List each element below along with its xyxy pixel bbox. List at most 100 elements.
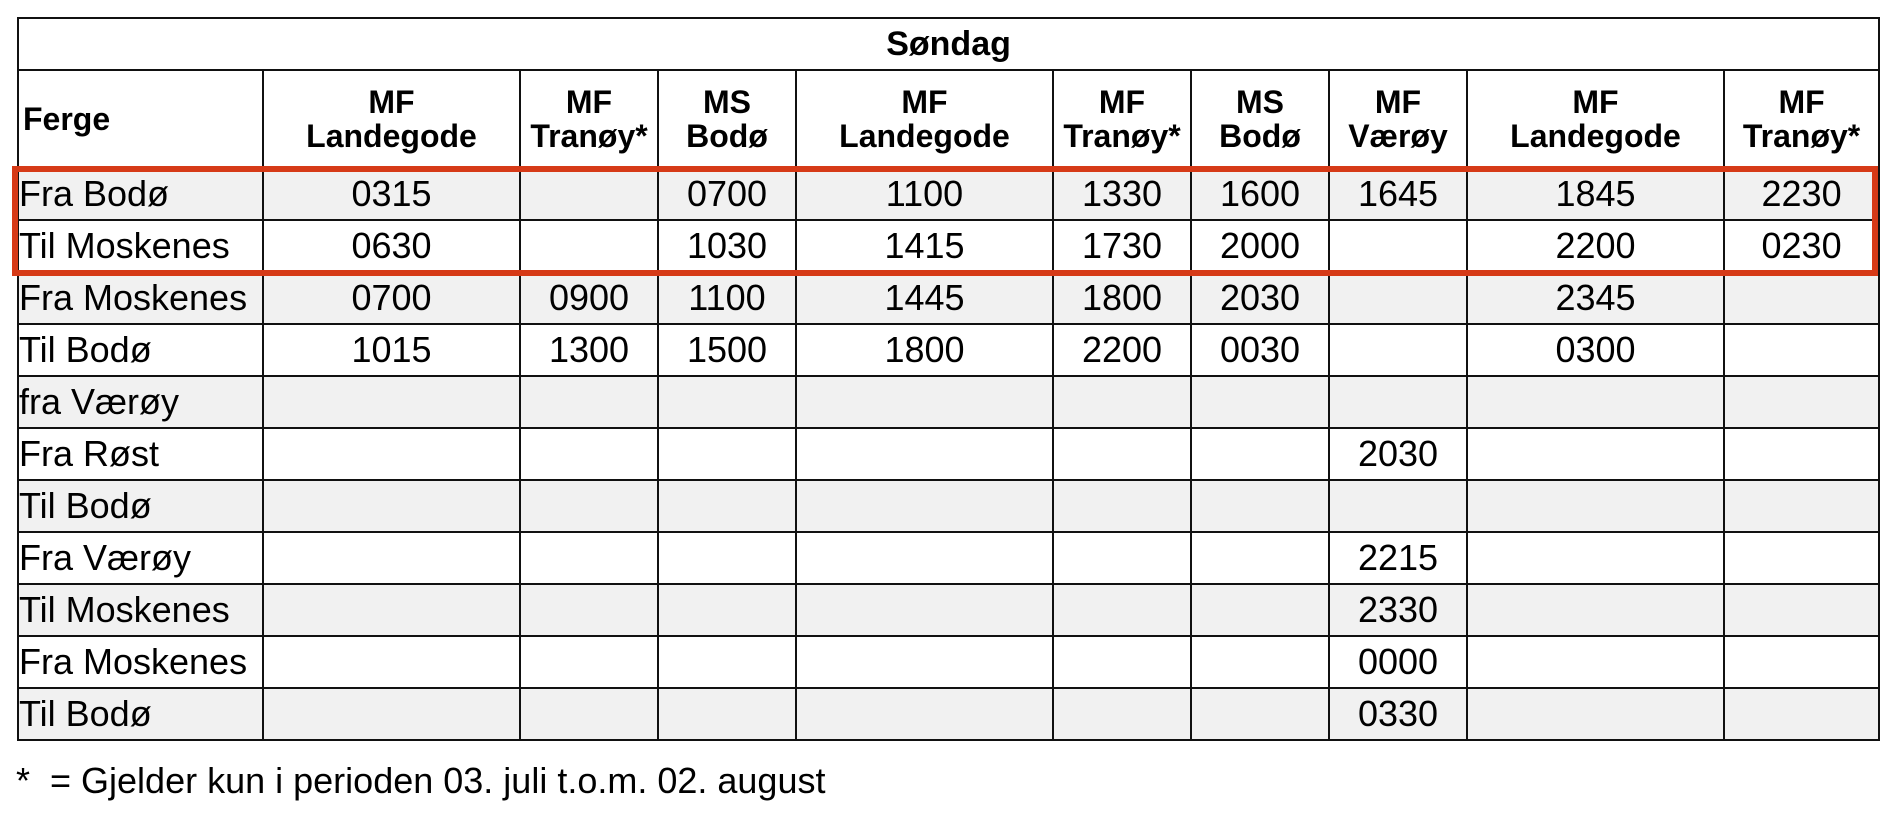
departure-time: 0700 [657,167,797,221]
table-row: Til Bodø 0330 [17,687,1881,741]
vessel-type: MS [703,84,751,120]
departure-time: 0900 [519,271,659,325]
departure-time: 2000 [1190,219,1330,273]
departure-time [795,583,1054,637]
departure-time [262,375,521,429]
table-row: Fra Bodø 0315 0700 1100 1330 1600 1645 1845 2230 [17,167,1881,221]
departure-time [1466,427,1725,481]
departure-time [1052,583,1192,637]
departure-time [657,375,797,429]
departure-time [1052,375,1192,429]
departure-time: 1300 [519,323,659,377]
vessel-name: Værøy [1348,118,1448,154]
vessel-name: Tranøy* [1063,118,1181,154]
departure-time [519,531,659,585]
table-title: Søndag [16,17,1881,71]
vessel-name: Tranøy* [1742,118,1861,154]
timetable-container: Søndag Ferge MF Landegode MF Tranøy* MS Bodø M… [16,17,1881,741]
departure-time [1328,219,1468,273]
departure-time: 1800 [1052,271,1192,325]
header-label-ferge: Ferge [17,69,264,169]
departure-time [262,427,521,481]
departure-time [1722,583,1881,637]
vessel-type: MF [1778,84,1825,120]
vessel-name: Landegode [1510,118,1681,154]
departure-time [519,427,659,481]
departure-time [1722,635,1881,689]
route-label: Til Bodø [17,479,264,533]
departure-time [262,531,521,585]
header-row: Ferge MF Landegode MF Tranøy* MS Bodø MF Landeg… [17,69,1881,169]
vessel-name: Landegode [306,118,477,154]
route-label: Fra Røst [17,427,264,481]
header-vessel-4: MF Landegode [795,69,1054,169]
departure-time: 2230 [1722,167,1881,221]
route-label: fra Værøy [17,375,264,429]
departure-time [1722,479,1881,533]
departure-time [262,635,521,689]
departure-time: 1800 [795,323,1054,377]
departure-time [1466,479,1725,533]
departure-time [1328,271,1468,325]
header-vessel-9: MF Tranøy* [1722,69,1881,169]
vessel-name: Bodø [686,118,768,154]
departure-time: 1330 [1052,167,1192,221]
departure-time: 1100 [795,167,1054,221]
route-label: Til Moskenes [17,219,264,273]
departure-time [657,479,797,533]
departure-time: 2030 [1328,427,1468,481]
departure-time [1190,635,1330,689]
table-row: Til Bodø 1015 1300 1500 1800 2200 0030 0300 [17,323,1881,377]
departure-time: 2200 [1466,219,1725,273]
departure-time [519,635,659,689]
header-vessel-6: MS Bodø [1190,69,1330,169]
table-row: fra Værøy [17,375,1881,429]
departure-time: 1600 [1190,167,1330,221]
departure-time [1722,323,1881,377]
departure-time [1722,375,1881,429]
departure-time [795,635,1054,689]
vessel-type: MF [1098,84,1146,120]
departure-time: 0230 [1722,219,1881,273]
vessel-type: MF [1572,84,1619,120]
departure-time [1466,635,1725,689]
title-row: Søndag [16,17,1881,71]
departure-time: 0030 [1190,323,1330,377]
departure-time [657,427,797,481]
route-label: Fra Moskenes [17,271,264,325]
departure-time [1722,687,1881,741]
departure-time [657,531,797,585]
vessel-type: MF [368,84,415,120]
departure-time [1466,531,1725,585]
departure-time [519,687,659,741]
departure-time [519,583,659,637]
table-row: Fra Røst 2030 [17,427,1881,481]
departure-time [1722,531,1881,585]
route-label: Til Bodø [17,323,264,377]
departure-time [657,635,797,689]
departure-time [1328,323,1468,377]
departure-time [795,375,1054,429]
departure-time [1190,583,1330,637]
vessel-name: Bodø [1219,118,1301,154]
route-label: Fra Bodø [17,167,264,221]
departure-time [795,531,1054,585]
departure-time: 1415 [795,219,1054,273]
departure-time: 0300 [1466,323,1725,377]
departure-time [519,479,659,533]
table-row: Fra Moskenes 0700 0900 1100 1445 1800 2030 2345 [17,271,1881,325]
departure-time [795,427,1054,481]
departure-time [795,479,1054,533]
table-row: Fra Moskenes 0000 [17,635,1881,689]
table-row: Til Moskenes 2330 [17,583,1881,637]
departure-time [1328,479,1468,533]
footnote: * = Gjelder kun i perioden 03. juli t.o.… [16,760,826,801]
departure-time: 0315 [262,167,521,221]
route-label: Fra Værøy [17,531,264,585]
vessel-name: Landegode [839,118,1010,154]
vessel-type: MS [1236,84,1284,120]
header-vessel-8: MF Landegode [1466,69,1725,169]
departure-time [1052,531,1192,585]
header-vessel-1: MF Landegode [262,69,521,169]
departure-time [1190,687,1330,741]
